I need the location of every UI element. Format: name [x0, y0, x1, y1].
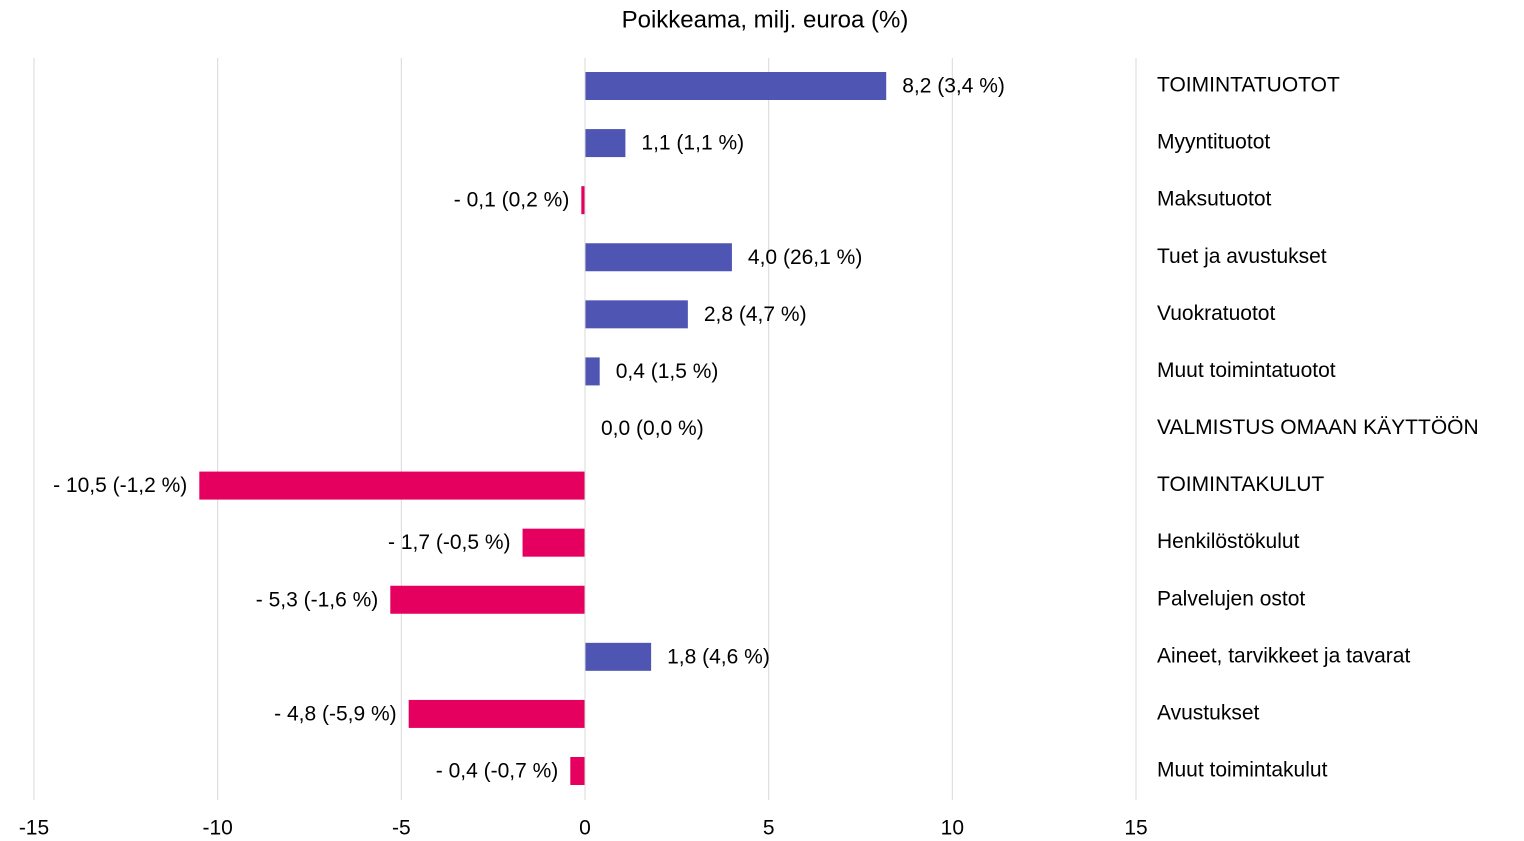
data-label: 2,8 (4,7 %) [704, 303, 807, 326]
data-label: 1,8 (4,6 %) [667, 645, 770, 668]
category-label: Vuokratuotot [1157, 302, 1275, 325]
category-label: Avustukset [1157, 701, 1259, 724]
chart-title: Poikkeama, milj. euroa (%) [622, 6, 909, 33]
bar [390, 585, 585, 614]
category-label: Myyntituotot [1157, 131, 1270, 154]
category-label: Muut toimintatuotot [1157, 359, 1336, 382]
category-label: VALMISTUS OMAAN KÄYTTÖÖN [1157, 416, 1479, 439]
category-label: Muut toimintakulut [1157, 759, 1328, 782]
bar [522, 528, 585, 557]
bar [199, 471, 586, 500]
category-label: Henkilöstökulut [1157, 530, 1300, 553]
x-tick-label: 5 [763, 817, 775, 840]
data-label: 1,1 (1,1 %) [641, 132, 744, 155]
bar [585, 72, 887, 100]
data-label: - 0,1 (0,2 %) [454, 189, 570, 212]
category-label: Maksutuotot [1157, 188, 1272, 211]
data-label: - 0,4 (-0,7 %) [436, 760, 559, 783]
data-label: - 1,7 (-0,5 %) [388, 531, 511, 554]
bar [408, 699, 585, 728]
data-label: 8,2 (3,4 %) [902, 75, 1005, 98]
category-label: TOIMINTAKULUT [1157, 473, 1324, 496]
data-label: - 5,3 (-1,6 %) [256, 588, 379, 611]
bar [570, 757, 585, 785]
bar [585, 243, 732, 272]
category-label: TOIMINTATUOTOT [1157, 74, 1340, 97]
x-tick-label: 10 [941, 817, 964, 840]
category-label: Tuet ja avustukset [1157, 245, 1327, 268]
data-label: 0,4 (1,5 %) [616, 360, 719, 383]
x-tick-label: -5 [392, 817, 411, 840]
x-tick-label: 15 [1124, 817, 1147, 840]
data-label: 4,0 (26,1 %) [748, 246, 862, 269]
data-label: 0,0 (0,0 %) [601, 417, 704, 440]
bar [585, 300, 688, 329]
bar [585, 642, 652, 671]
data-label: - 4,8 (-5,9 %) [274, 702, 397, 725]
category-label: Aineet, tarvikkeet ja tavarat [1157, 644, 1410, 667]
data-label: - 10,5 (-1,2 %) [53, 474, 187, 497]
bar [585, 129, 626, 158]
x-tick-label: -10 [202, 817, 232, 840]
bar [581, 186, 585, 215]
bar [585, 357, 600, 386]
category-label: Palvelujen ostot [1157, 587, 1305, 610]
x-tick-label: 0 [579, 817, 591, 840]
x-tick-label: -15 [19, 817, 49, 840]
